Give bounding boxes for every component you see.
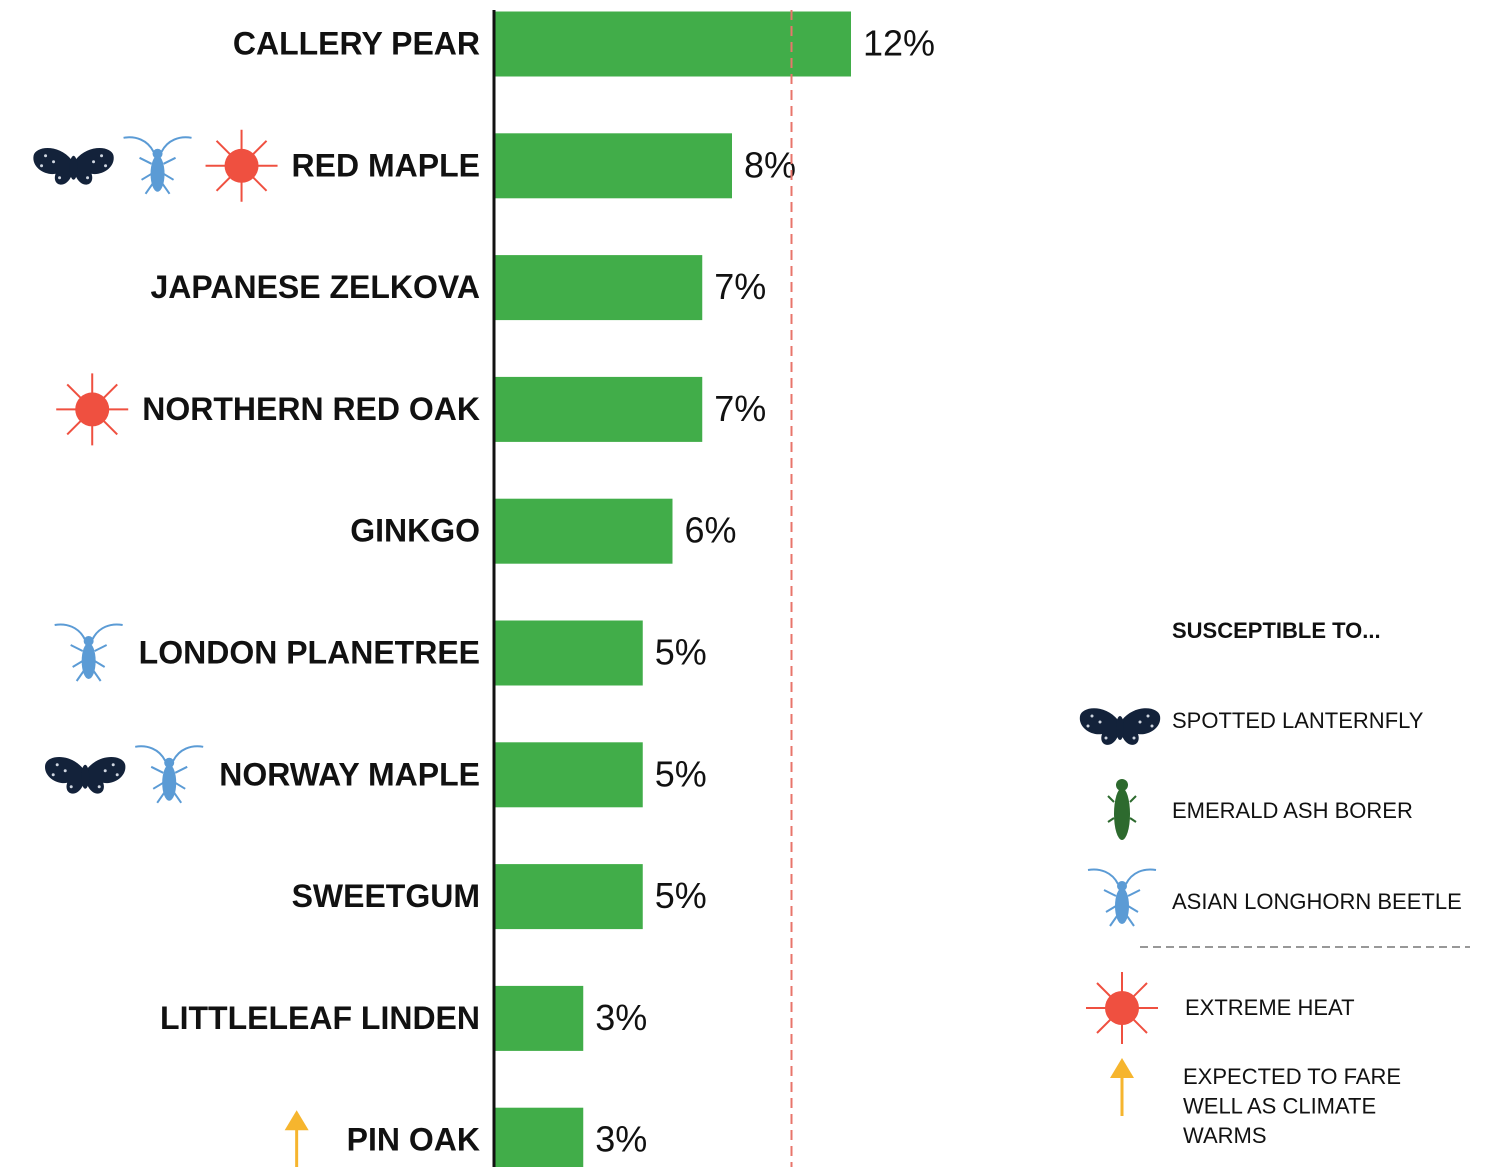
icon	[1079, 708, 1161, 745]
category-label: PIN OAK	[347, 1122, 480, 1158]
legend: SUSCEPTIBLE TO... SPOTTED LANTERNFLY EMERA…	[1079, 618, 1470, 1148]
bar	[494, 864, 643, 930]
bar	[494, 1107, 584, 1167]
bar	[494, 498, 673, 564]
bar	[494, 985, 584, 1051]
bar	[494, 11, 851, 77]
value-label: 12%	[863, 23, 935, 64]
value-label: 7%	[714, 266, 766, 307]
legend-label: ASIAN LONGHORN BEETLE	[1172, 889, 1462, 914]
category-label: RED MAPLE	[292, 147, 480, 183]
legend-label: WARMS	[1183, 1123, 1267, 1148]
icon	[1087, 868, 1157, 927]
icon	[283, 1108, 311, 1167]
legend-label: EMERALD ASH BORER	[1172, 798, 1413, 823]
category-label: LITTLELEAF LINDEN	[160, 1000, 480, 1036]
value-label: 5%	[655, 875, 707, 916]
icon	[122, 136, 193, 195]
bar	[494, 742, 643, 808]
category-label: JAPANESE ZELKOVA	[150, 269, 480, 305]
category-label: SWEETGUM	[292, 878, 480, 914]
category-label: GINKGO	[350, 513, 480, 549]
icon	[33, 148, 114, 185]
bar	[494, 376, 703, 442]
value-label: 3%	[595, 997, 647, 1038]
bar	[494, 255, 703, 321]
icon	[204, 128, 279, 203]
category-label: LONDON PLANETREE	[139, 634, 480, 670]
value-label: 5%	[655, 753, 707, 794]
icon	[55, 372, 130, 447]
legend-label: EXPECTED TO FARE	[1183, 1064, 1401, 1089]
category-label: NORWAY MAPLE	[219, 756, 480, 792]
legend-title: SUSCEPTIBLE TO...	[1172, 618, 1381, 643]
category-label: NORTHERN RED OAK	[142, 391, 480, 427]
value-label: 7%	[714, 388, 766, 429]
legend-label: SPOTTED LANTERNFLY	[1172, 708, 1424, 733]
category-label: CALLERY PEAR	[233, 25, 480, 61]
value-label: 3%	[595, 1119, 647, 1160]
icon	[1108, 1056, 1136, 1118]
value-label: 5%	[655, 632, 707, 673]
legend-label: EXTREME HEAT	[1185, 995, 1355, 1020]
bar	[494, 620, 643, 686]
plot: 12% CALLERY PEAR 8% RED MAPLE 7% JAPANESE ZEL…	[33, 10, 935, 1167]
value-label: 8%	[744, 144, 796, 185]
legend-label: WELL AS CLIMATE	[1183, 1093, 1376, 1118]
bar	[494, 133, 732, 199]
icon	[1107, 778, 1137, 841]
icon	[134, 745, 205, 804]
value-label: 6%	[685, 510, 737, 551]
icon	[1085, 971, 1159, 1045]
icon	[45, 757, 126, 794]
icon	[53, 623, 124, 682]
